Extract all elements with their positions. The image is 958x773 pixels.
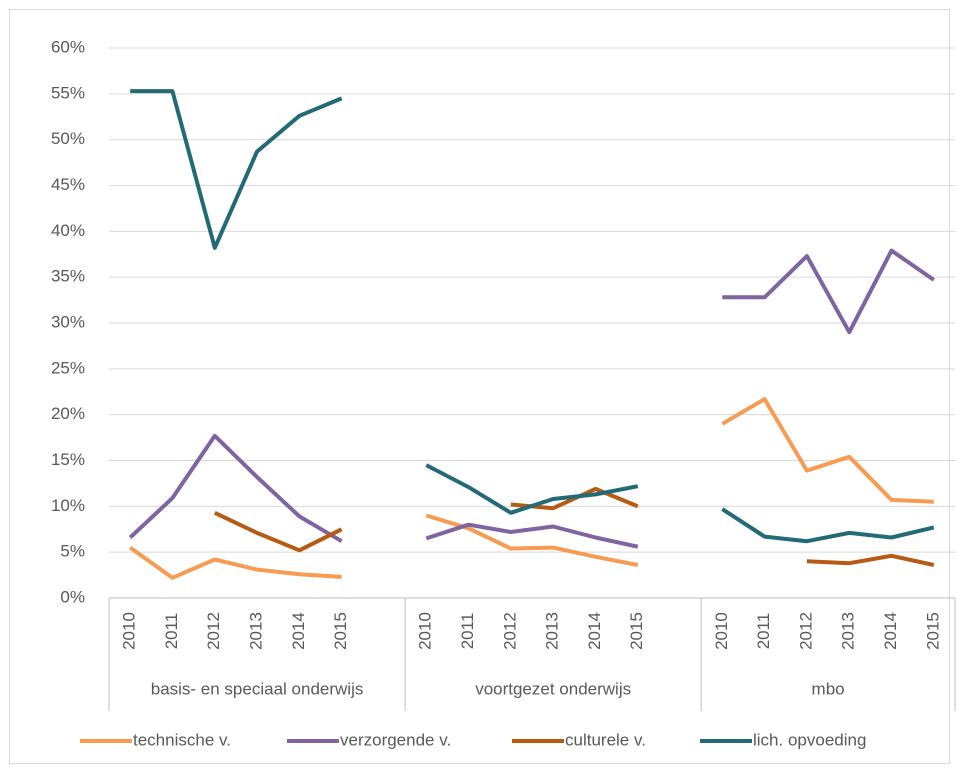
group-label: voortgezet onderwijs — [475, 679, 631, 698]
x-tick-label: 2012 — [204, 612, 223, 650]
y-tick-label: 40% — [51, 221, 85, 240]
x-tick-label: 2015 — [331, 612, 350, 650]
legend-label: lich. opvoeding — [753, 730, 866, 749]
y-tick-label: 30% — [51, 312, 85, 331]
x-tick-label: 2012 — [500, 612, 519, 650]
y-tick-label: 25% — [51, 358, 85, 377]
y-tick-label: 5% — [60, 542, 85, 561]
x-tick-label: 2013 — [543, 612, 562, 650]
x-tick-label: 2010 — [416, 612, 435, 650]
x-tick-label: 2011 — [458, 613, 477, 650]
x-tick-label: 2013 — [247, 612, 266, 650]
y-tick-label: 20% — [51, 404, 85, 423]
y-tick-label: 60% — [51, 37, 85, 56]
group-label: mbo — [812, 679, 845, 698]
y-tick-label: 35% — [51, 267, 85, 286]
x-tick-label: 2014 — [289, 612, 308, 650]
y-tick-label: 50% — [51, 129, 85, 148]
legend-label: technische v. — [133, 730, 231, 749]
x-tick-label: 2011 — [754, 613, 773, 650]
series-line — [130, 89, 935, 544]
x-tick-label: 2012 — [796, 612, 815, 650]
y-tick-label: 45% — [51, 175, 85, 194]
x-tick-label: 2014 — [881, 612, 900, 650]
x-tick-label: 2011 — [162, 613, 181, 650]
y-tick-label: 15% — [51, 450, 85, 469]
x-tick-label: 2010 — [712, 612, 731, 650]
legend-label: verzorgende v. — [340, 730, 451, 749]
x-tick-label: 2014 — [585, 612, 604, 650]
x-tick-label: 2015 — [923, 612, 942, 650]
group-label: basis- en speciaal onderwijs — [151, 679, 364, 698]
series-line — [128, 248, 935, 549]
x-tick-label: 2015 — [627, 612, 646, 650]
legend-label: culturele v. — [565, 730, 646, 749]
x-tick-label: 2010 — [120, 612, 139, 650]
y-tick-label: 55% — [51, 83, 85, 102]
x-tick-label: 2013 — [839, 612, 858, 650]
y-tick-label: 10% — [51, 496, 85, 515]
chart-border — [9, 9, 950, 764]
y-tick-label: 0% — [60, 587, 85, 606]
